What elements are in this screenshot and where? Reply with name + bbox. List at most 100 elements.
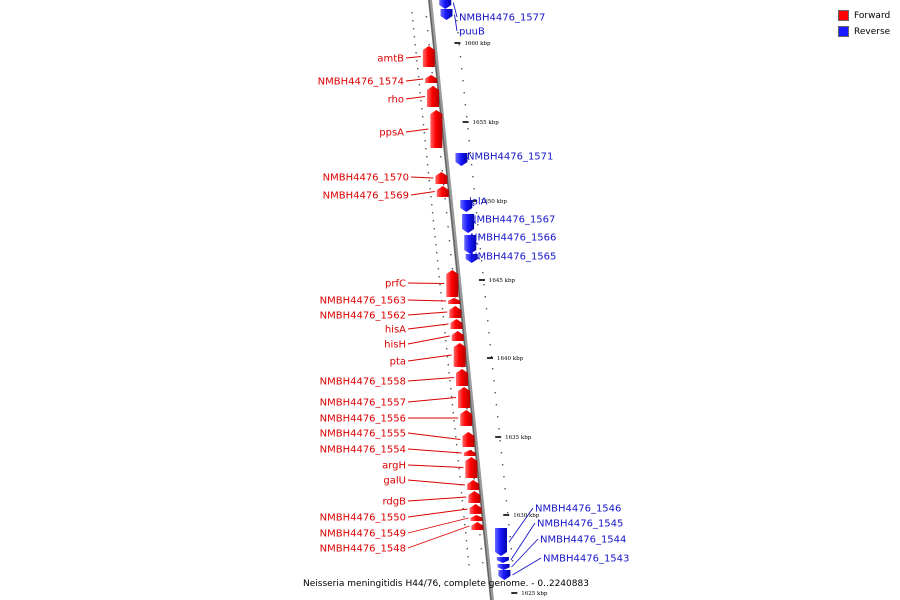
gene-label-NMBH4476_1570[interactable]: NMBH4476_1570	[323, 173, 409, 184]
gene-label-prfC[interactable]: prfC	[385, 279, 406, 290]
track-dot	[477, 224, 479, 226]
gene-label-hisH[interactable]: hisH	[384, 340, 406, 351]
track-dot	[413, 36, 416, 38]
gene-feature-hisH[interactable]	[451, 331, 464, 341]
gene-label-lolA[interactable]: lolA	[469, 197, 488, 208]
gene-feature-NMBH4476_1554[interactable]	[463, 450, 476, 456]
gene-label-NMBH4476_1565[interactable]: NMBH4476_1565	[470, 252, 556, 263]
gene-label-NMBH4476_1555[interactable]: NMBH4476_1555	[320, 429, 406, 440]
gene-feature-rho[interactable]	[426, 86, 439, 107]
kbp-tick-label: 1650 kbp	[481, 199, 508, 205]
gene-feature-NMBH4476_1549[interactable]	[470, 515, 483, 521]
gene-feature-prfC[interactable]	[446, 270, 459, 297]
gene-feature-hisA[interactable]	[450, 319, 463, 329]
gene-label-pta[interactable]: pta	[390, 357, 406, 368]
gene-label-argH[interactable]: argH	[382, 461, 406, 472]
gene-feature-NMBH4476_1569[interactable]	[436, 186, 449, 197]
track-dot	[482, 272, 484, 274]
track-dot	[459, 476, 461, 478]
gene-feature-amtB[interactable]	[422, 46, 435, 67]
gene-leader-line	[407, 517, 469, 534]
track-dot	[423, 132, 425, 134]
track-dot	[435, 244, 437, 246]
gene-label-galU[interactable]: galU	[383, 476, 406, 487]
gene-label-NMBH4476_1571[interactable]: NMBH4476_1571	[467, 152, 553, 163]
gene-label-NMBH4476_1563[interactable]: NMBH4476_1563	[320, 296, 406, 307]
gene-label-NMBH4476_1544[interactable]: NMBH4476_1544	[540, 535, 626, 546]
track-dot	[452, 412, 454, 414]
gene-feature-lolA[interactable]	[460, 200, 473, 212]
track-dot	[488, 332, 490, 334]
track-dot	[462, 80, 464, 82]
gene-label-hisA[interactable]: hisA	[385, 325, 406, 336]
gene-label-puuB[interactable]: puuB	[459, 27, 485, 38]
track-dot	[450, 254, 452, 256]
gene-feature-NMBH4476_1563[interactable]	[448, 298, 461, 304]
track-dot	[430, 196, 432, 198]
gene-feature-NMBH4476_1550[interactable]	[469, 504, 482, 514]
gene-feature-puuB[interactable]	[440, 9, 453, 20]
gene-feature-ppsA[interactable]	[430, 110, 443, 148]
gene-label-rho[interactable]: rho	[388, 95, 404, 106]
gene-label-NMBH4476_1545[interactable]: NMBH4476_1545	[537, 519, 623, 530]
track-dot	[428, 44, 430, 46]
track-dot	[451, 404, 454, 406]
gene-feature-galU[interactable]	[467, 480, 480, 490]
gene-label-NMBH4476_1549[interactable]: NMBH4476_1549	[320, 529, 406, 540]
gene-feature-NMBH4476_1565[interactable]	[465, 254, 478, 263]
gene-label-NMBH4476_1567[interactable]: NMBH4476_1567	[469, 215, 555, 226]
forward-swatch-icon	[838, 10, 849, 21]
track-dot	[426, 164, 429, 166]
gene-feature-NMBH4476_1574[interactable]	[425, 75, 438, 83]
gene-feature-NMBH4476_1570[interactable]	[435, 172, 448, 184]
gene-leader-line	[511, 538, 539, 568]
gene-feature-rdgB[interactable]	[468, 491, 481, 503]
gene-label-amtB[interactable]: amtB	[377, 54, 404, 65]
gene-label-NMBH4476_1557[interactable]: NMBH4476_1557	[320, 398, 406, 409]
gene-label-NMBH4476_1546[interactable]: NMBH4476_1546	[535, 504, 621, 515]
gene-label-NMBH4476_1556[interactable]: NMBH4476_1556	[320, 414, 406, 425]
gene-label-NMBH4476_1574[interactable]: NMBH4476_1574	[318, 77, 404, 88]
gene-leader-line	[407, 508, 468, 518]
gene-feature-NMBH4476_1556[interactable]	[460, 410, 473, 426]
gene-feature-NMBH4476_1566[interactable]	[464, 235, 477, 254]
gene-label-ppsA[interactable]: ppsA	[379, 128, 404, 139]
gene-label-NMBH4476_1558[interactable]: NMBH4476_1558	[320, 377, 406, 388]
gene-feature-pta[interactable]	[453, 343, 466, 367]
legend: Forward Reverse	[838, 8, 898, 40]
gene-feature-NMBH4476_1567[interactable]	[462, 214, 475, 233]
gene-feature-NMBH4476_1543[interactable]	[498, 570, 511, 580]
genome-caption: Neisseria meningitidis H44/76, complete …	[303, 579, 589, 589]
track-dot	[492, 368, 494, 370]
gene-label-rdgB[interactable]: rdgB	[383, 497, 407, 508]
gene-label-NMBH4476_1566[interactable]: NMBH4476_1566	[470, 233, 556, 244]
gene-label-NMBH4476_1548[interactable]: NMBH4476_1548	[320, 544, 406, 555]
track-dot	[462, 508, 464, 510]
gene-feature-NMBH4476_1548[interactable]	[471, 522, 484, 530]
gene-feature-NMBH4476_1545[interactable]	[496, 557, 509, 563]
gene-feature-NMBH4476_1558[interactable]	[456, 369, 469, 386]
gene-label-NMBH4476_1569[interactable]: NMBH4476_1569	[323, 191, 409, 202]
track-dot	[487, 320, 489, 322]
gene-label-NMBH4476_1577[interactable]: NMBH4476_1577	[459, 13, 545, 24]
kbp-tick-label: 1645 kbp	[489, 278, 516, 284]
track-dot	[497, 416, 499, 418]
gene-feature-NMBH4476_1571[interactable]	[455, 153, 468, 166]
gene-label-NMBH4476_1550[interactable]: NMBH4476_1550	[320, 513, 406, 524]
gene-label-NMBH4476_1543[interactable]: NMBH4476_1543	[543, 554, 629, 565]
track-dot	[470, 164, 473, 166]
gene-leader-line	[510, 522, 536, 561]
gene-feature-argH[interactable]	[465, 457, 478, 478]
gene-label-NMBH4476_1554[interactable]: NMBH4476_1554	[320, 445, 406, 456]
gene-label-NMBH4476_1562[interactable]: NMBH4476_1562	[320, 311, 406, 322]
gene-feature-NMBH4476_1577[interactable]	[439, 0, 452, 9]
track-dot	[425, 148, 427, 150]
gene-feature-NMBH4476_1557[interactable]	[458, 387, 471, 408]
gene-feature-NMBH4476_1562[interactable]	[449, 306, 462, 318]
gene-feature-NMBH4476_1544[interactable]	[497, 564, 510, 570]
track-dot	[485, 308, 488, 310]
track-dot	[461, 500, 464, 502]
track-dot	[416, 60, 418, 62]
gene-feature-NMBH4476_1555[interactable]	[462, 432, 475, 447]
gene-feature-NMBH4476_1546[interactable]	[495, 528, 508, 556]
